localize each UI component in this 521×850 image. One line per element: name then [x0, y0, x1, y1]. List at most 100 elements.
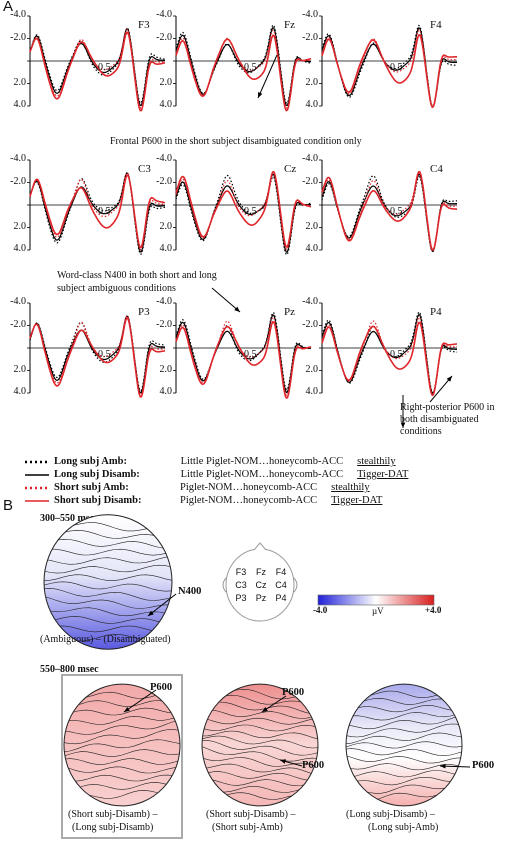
legend-ellipsis: …	[232, 495, 244, 506]
erp-waveform-grid	[27, 15, 458, 428]
erp-channel-F3	[27, 15, 166, 112]
y-tick-label: -2.0	[156, 175, 172, 187]
legend-word2: honeycomb-	[269, 456, 322, 467]
y-tick-label: 2.0	[305, 220, 319, 232]
electrode-Cz: Cz	[255, 580, 267, 590]
topomap-long-disamb-vs-amb	[345, 683, 463, 807]
p600-label-map3: P600	[472, 760, 495, 771]
y-tick-label: -4.0	[10, 153, 26, 164]
erp-trace-short-amb	[29, 28, 166, 109]
y-tick-label: -4.0	[156, 9, 172, 20]
y-tick-label: 2.0	[159, 76, 173, 88]
legend-word2: honeycomb-	[243, 495, 296, 506]
x-tick-label: 0.5	[390, 206, 403, 217]
y-tick-label: -2.0	[10, 31, 26, 43]
y-tick-label: -4.0	[10, 296, 26, 307]
y-tick-label: -2.0	[10, 318, 26, 330]
legend-target: Tigger-	[357, 469, 389, 480]
legend-target: stealthily	[331, 482, 370, 493]
x-tick-label: 0.5	[244, 349, 257, 360]
legend-ellipsis: …	[232, 482, 244, 493]
x-tick-label: 0.5	[390, 349, 403, 360]
legend-case2: ACC	[295, 482, 318, 493]
p600-label-map2-top: P600	[282, 687, 305, 698]
legend-word1: Piglet-	[180, 482, 208, 493]
erp-channel-F4	[319, 15, 457, 109]
x-tick-label: 0.5	[244, 62, 257, 73]
scale-max-label: +4.0	[425, 605, 442, 615]
frontal-p600-arrow-head	[258, 92, 263, 98]
rp600-annotation-line3: conditions	[400, 426, 442, 437]
legend-row: Long subj Disamb: Little Piglet-NOM … hon…	[24, 469, 408, 480]
y-tick-label: -2.0	[302, 318, 318, 330]
y-tick-label: -4.0	[156, 153, 172, 164]
window-550-800: 550–800 msec	[40, 664, 99, 675]
legend-word1: Little Piglet-	[180, 469, 234, 480]
electrode-Fz: Fz	[256, 567, 266, 577]
channel-label-Fz: Fz	[284, 19, 295, 31]
y-tick-label: 4.0	[305, 99, 319, 110]
legend-line-swatch	[25, 473, 49, 476]
p600-map1-arrow	[123, 689, 157, 713]
legend-target-case: DAT	[362, 495, 383, 506]
electrode-F4: F4	[275, 567, 287, 577]
rp600-arrow	[429, 375, 453, 403]
p600-label-map1: P600	[150, 682, 173, 693]
channel-label-P4: P4	[430, 306, 442, 318]
erp-channel-Cz	[173, 159, 312, 256]
y-tick-label: 4.0	[305, 386, 319, 397]
y-tick-label: 2.0	[159, 363, 173, 375]
panel-b-letter: B	[3, 497, 14, 514]
y-tick-label: 4.0	[159, 386, 173, 397]
contrast-short-disamb-amb-1: (Short subj-Disamb) –	[206, 809, 296, 820]
n400-map-label: N400	[178, 586, 202, 597]
target-word-arrow-head	[400, 422, 406, 428]
y-tick-label: -4.0	[302, 153, 318, 164]
contrast-short-long-disamb-1: (Short subj-Disamb) –	[68, 809, 158, 820]
legend-case2: ACC	[295, 495, 318, 506]
frontal-p600-annotation: Frontal P600 in the short subject disamb…	[110, 136, 362, 147]
topomap-short-vs-long-disamb	[63, 683, 181, 807]
legend-case1: NOM	[208, 495, 233, 506]
n400-map-arrow	[147, 593, 177, 617]
y-tick-label: 4.0	[13, 386, 27, 397]
x-tick-label: 0.5	[98, 349, 111, 360]
scale-min-label: -4.0	[313, 605, 328, 615]
legend-ellipsis: …	[258, 456, 270, 467]
n400-annotation-line1: Word-class N400 in both short and long	[57, 270, 217, 281]
channel-label-P3: P3	[138, 306, 150, 318]
legend-line-swatch	[25, 486, 49, 489]
legend-target-case: DAT	[388, 469, 409, 480]
legend-condition-label: Long subj Amb:	[54, 456, 127, 467]
y-tick-label: 2.0	[159, 220, 173, 232]
electrode-P4: P4	[275, 593, 287, 603]
erp-trace-long-amb	[29, 172, 166, 255]
y-tick-label: 4.0	[305, 243, 319, 254]
electrode-P3: P3	[235, 593, 247, 603]
channel-label-Pz: Pz	[284, 306, 295, 318]
y-tick-label: -2.0	[10, 175, 26, 187]
y-tick-label: -2.0	[302, 175, 318, 187]
erp-trace-short-disamb	[321, 33, 457, 109]
legend-row: Short subj Amb: Piglet-NOM … honeycomb-AC…	[24, 482, 370, 493]
legend-case2: ACC	[321, 456, 344, 467]
electrode-F3: F3	[235, 567, 247, 577]
erp-trace-long-disamb	[29, 172, 165, 253]
erp-trace-short-disamb	[321, 321, 458, 397]
y-tick-label: 2.0	[305, 363, 319, 375]
contrast-short-long-disamb-2: (Long subj-Disamb)	[72, 822, 154, 833]
channel-label-Cz: Cz	[284, 163, 297, 175]
y-tick-label: -4.0	[302, 9, 318, 20]
n400-arrow-head	[234, 306, 240, 312]
condition-legend: Long subj Amb: Little Piglet- NOM … honeyc…	[24, 456, 521, 516]
erp-trace-long-disamb	[175, 173, 312, 253]
legend-line-swatch	[25, 499, 49, 502]
legend-word1: Little Piglet-	[180, 456, 234, 467]
legend-line-swatch	[25, 460, 49, 463]
legend-case1: NOM	[208, 482, 233, 493]
channel-label-C4: C4	[430, 163, 443, 175]
electrode-layout-head	[222, 542, 298, 622]
erp-channel-Fz	[173, 15, 312, 112]
window-300-550: 300–550 msec	[40, 513, 99, 524]
